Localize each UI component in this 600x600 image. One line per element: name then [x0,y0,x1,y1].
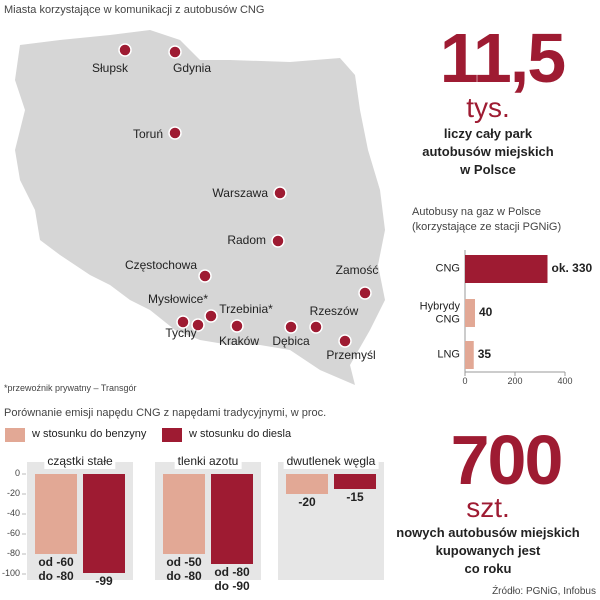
city-label: Częstochowa [124,258,197,272]
city-dot [168,126,182,140]
value-label: od -80 do -90 [214,565,250,593]
city-dot [309,320,323,334]
city-dot [191,318,205,332]
group-label: dwutlenek węgla [283,454,379,469]
bar [465,299,475,327]
city-label: Gdynia [172,61,212,75]
city-label: Toruń [132,127,163,141]
value-label: 40 [479,305,493,320]
city-label: Słupsk [91,61,129,75]
legend-label: w stosunku do benzyny [32,428,147,440]
bar [286,474,328,494]
y-tick-label: 0 [14,468,20,478]
city-label: Kraków [218,334,260,348]
poland-map [15,30,385,385]
stat-text: w Polsce [460,162,516,177]
bar [465,341,474,369]
stat-number: 700 [450,421,564,499]
city-label: Radom [227,233,266,247]
map-title: Miasta korzystające w komunikacji z auto… [4,4,265,16]
city-label: Przemyśl [326,348,376,362]
y-tick-label: -80 [6,548,20,558]
city-label: Dębica [272,334,310,348]
category-label: CNG [435,262,460,275]
bar [211,474,253,564]
city-dot [273,186,287,200]
bar [83,474,125,573]
chart-title: Porównanie emisji napędu CNG z napędami … [4,407,327,419]
city-dot [338,334,352,348]
stat-text: autobusów miejskich [422,144,554,159]
legend-label: w stosunku do diesla [189,428,292,440]
value-label: od -50 do -80 [166,555,202,583]
value-label: -99 [95,574,113,588]
city-label: Tychy [165,326,197,340]
stat-unit: szt. [466,492,510,523]
city-label: Rzeszów [309,304,359,318]
bar [334,474,376,489]
city-dot [176,315,190,329]
city-dot [198,269,212,283]
city-label: Zamość [335,263,379,277]
stat-unit: tys. [466,92,510,123]
y-tick-label: -100 [1,568,20,578]
y-tick-label: -60 [6,528,20,538]
bar [35,474,77,554]
category-label: Hybrydy CNG [419,300,460,325]
city-dot [168,45,182,59]
category-label: LNG [437,348,460,361]
chart-subtitle: (korzystające ze stacji PGNiG) [412,221,562,233]
x-tick-label: 400 [557,376,573,386]
city-label: Warszawa [212,186,268,200]
x-tick-label: 0 [462,376,468,386]
source: Źródło: PGNiG, Infobus [492,586,596,597]
stat-text: liczy cały park [443,126,533,141]
bar [465,255,548,283]
value-label: -20 [298,495,316,509]
city-dot [358,286,372,300]
chart-title: Autobusy na gaz w Polsce [412,206,542,218]
legend-swatch [5,428,25,442]
city-dot [118,43,132,57]
x-tick-label: 200 [507,376,523,386]
stat-text: kupowanych jest [435,543,541,558]
stat-text: nowych autobusów miejskich [396,525,580,540]
footnote: *przewoźnik prywatny – Transgór [4,383,137,393]
stat-number: 11,5 [439,19,566,97]
group-label: cząstki stałe [44,454,116,469]
bar [163,474,205,554]
city-dot [230,319,244,333]
legend-swatch [162,428,182,442]
city-dot [271,234,285,248]
value-label: ok. 330 [551,261,593,276]
city-label: Mysłowice* [147,292,209,306]
group-label: tlenki azotu [174,454,242,469]
value-label: 35 [477,347,492,362]
y-tick-label: -40 [6,508,20,518]
city-dot [284,320,298,334]
y-tick-label: -20 [6,488,20,498]
city-dot [204,309,218,323]
value-label: -15 [346,490,364,504]
stat-text: co roku [464,561,512,576]
city-label: Trzebinia* [219,302,273,316]
value-label: od -60 do -80 [38,555,74,583]
